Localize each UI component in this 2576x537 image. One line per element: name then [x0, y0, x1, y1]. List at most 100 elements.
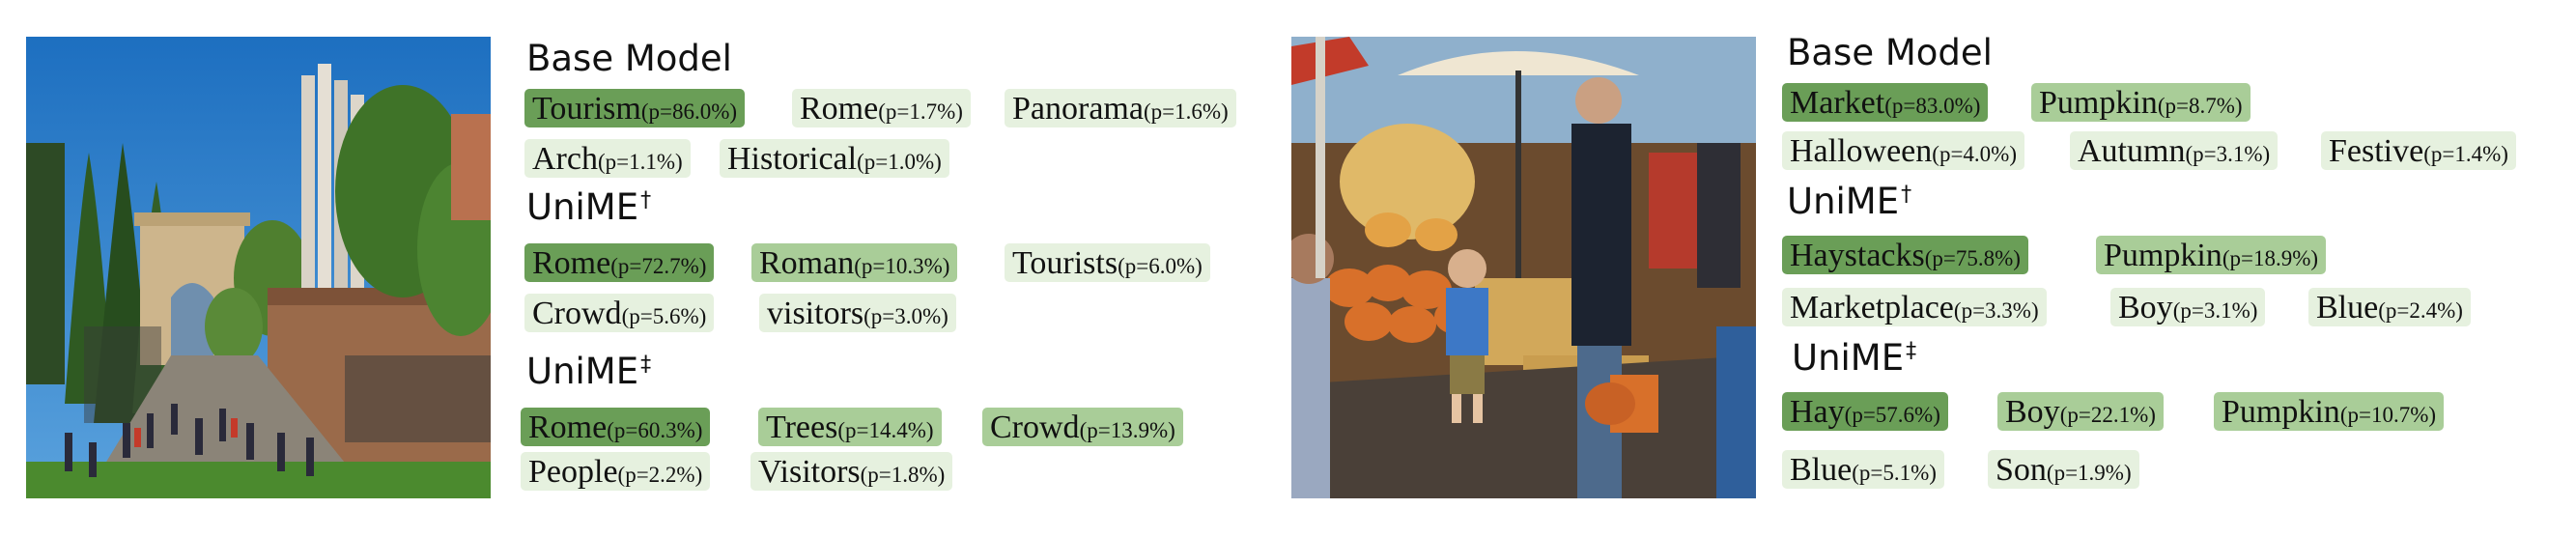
tag-chip: Boy(p=22.1%)	[1997, 392, 2164, 431]
tag-probability: (p=18.9%)	[2222, 246, 2319, 270]
tag-word: Son	[1996, 452, 2047, 488]
group-heading-unime-dagger: UniME†	[1787, 184, 1911, 219]
tag-chip: Rome(p=60.3%)	[521, 408, 711, 446]
tag-word: Panorama	[1012, 91, 1144, 127]
tag-word: visitors	[767, 296, 864, 331]
group-title: UniME	[526, 351, 639, 392]
tag-chip: Market(p=83.0%)	[1782, 83, 1989, 122]
group-heading-base-model: Base Model	[1787, 35, 1995, 71]
tag-word: Boy	[2118, 290, 2173, 325]
tag-chip: Marketplace(p=3.3%)	[1782, 288, 2047, 326]
tag-chip: Boy(p=3.1%)	[2110, 288, 2266, 326]
tag-probability: (p=10.3%)	[854, 254, 950, 278]
group-mark: †	[1901, 182, 1912, 207]
tag-probability: (p=1.8%)	[860, 463, 946, 487]
tag-word: Hay	[1790, 394, 1845, 430]
tag-probability: (p=86.0%)	[640, 99, 738, 124]
photo-market-illustration	[1291, 37, 1756, 498]
tag-probability: (p=1.7%)	[878, 99, 963, 124]
group-title: Base Model	[526, 38, 732, 79]
tag-chip: Tourists(p=6.0%)	[1005, 243, 1210, 282]
tag-word: Rome	[800, 91, 879, 127]
tag-word: Tourists	[1012, 245, 1118, 281]
tag-word: Pumpkin	[2104, 238, 2222, 273]
tag-word: Visitors	[758, 454, 861, 490]
tag-chip: Pumpkin(p=18.9%)	[2096, 236, 2327, 274]
tag-word: Pumpkin	[2039, 85, 2158, 121]
group-heading-base-model: Base Model	[526, 41, 734, 76]
tag-probability: (p=8.7%)	[2157, 94, 2243, 118]
tag-probability: (p=22.1%)	[2059, 403, 2156, 427]
group-heading-unime-dagger: UniME†	[526, 189, 651, 225]
tag-chip: Festive(p=1.4%)	[2321, 131, 2516, 170]
tag-word: Tourism	[532, 91, 641, 127]
tag-chip: Visitors(p=1.8%)	[750, 452, 953, 491]
tag-chip: Trees(p=14.4%)	[758, 408, 942, 446]
group-mark: ‡	[640, 352, 652, 377]
tag-chip: Historical(p=1.0%)	[720, 139, 949, 178]
tag-probability: (p=13.9%)	[1079, 418, 1175, 442]
tag-word: Autumn	[2078, 133, 2186, 169]
tag-probability: (p=83.0%)	[1884, 94, 1981, 118]
tag-chip: Crowd(p=13.9%)	[982, 408, 1183, 446]
tag-word: Marketplace	[1790, 290, 1954, 325]
tag-chip: visitors(p=3.0%)	[759, 294, 956, 332]
tag-chip: Panorama(p=1.6%)	[1005, 89, 1236, 127]
tag-probability: (p=6.0%)	[1118, 254, 1203, 278]
tag-probability: (p=72.7%)	[610, 254, 707, 278]
tag-probability: (p=5.6%)	[621, 304, 707, 328]
tag-probability: (p=4.0%)	[1932, 142, 2017, 166]
tag-word: Haystacks	[1790, 238, 1925, 273]
tag-chip: Tourism(p=86.0%)	[524, 89, 746, 127]
tag-chip: Son(p=1.9%)	[1988, 450, 2139, 489]
tag-probability: (p=3.3%)	[1953, 298, 2039, 323]
tag-probability: (p=1.4%)	[2423, 142, 2508, 166]
tag-probability: (p=10.7%)	[2339, 403, 2437, 427]
tag-word: Arch	[532, 141, 598, 177]
group-mark: ‡	[1906, 338, 1917, 363]
tag-probability: (p=1.1%)	[597, 150, 683, 174]
tag-word: Trees	[766, 410, 838, 445]
group-heading-unime-ddagger: UniME‡	[526, 353, 651, 389]
group-title: UniME	[1792, 337, 1905, 379]
tag-word: Rome	[528, 410, 608, 445]
tag-chip: Autumn(p=3.1%)	[2070, 131, 2279, 170]
tag-word: Festive	[2329, 133, 2424, 169]
tag-word: Pumpkin	[2222, 394, 2340, 430]
tag-chip: Roman(p=10.3%)	[751, 243, 958, 282]
photo-pumpkin-market	[1291, 37, 1756, 498]
tag-word: Blue	[1790, 452, 1853, 488]
tag-chip: Arch(p=1.1%)	[524, 139, 691, 178]
tag-probability: (p=3.0%)	[863, 304, 948, 328]
tag-probability: (p=57.6%)	[1844, 403, 1940, 427]
tag-probability: (p=75.8%)	[1924, 246, 2021, 270]
tag-chip: Halloween(p=4.0%)	[1782, 131, 2024, 170]
tag-chip: Hay(p=57.6%)	[1782, 392, 1948, 431]
tag-probability: (p=60.3%)	[607, 418, 703, 442]
tag-chip: Rome(p=1.7%)	[792, 89, 971, 127]
group-title: UniME	[1787, 181, 1900, 222]
group-heading-unime-ddagger: UniME‡	[1792, 340, 1916, 376]
tag-chip: Haystacks(p=75.8%)	[1782, 236, 2028, 274]
photo-rome-illustration	[26, 37, 491, 498]
tag-chip: Rome(p=72.7%)	[524, 243, 715, 282]
tag-chip: Pumpkin(p=8.7%)	[2031, 83, 2250, 122]
tag-word: Roman	[759, 245, 855, 281]
tag-probability: (p=1.6%)	[1143, 99, 1229, 124]
tag-probability: (p=3.1%)	[2172, 298, 2258, 323]
tag-word: People	[528, 454, 618, 490]
tag-probability: (p=3.1%)	[2185, 142, 2271, 166]
tag-chip: People(p=2.2%)	[521, 452, 711, 491]
tag-word: Historical	[727, 141, 858, 177]
photo-rome-arch	[26, 37, 491, 498]
tag-word: Rome	[532, 245, 611, 281]
tag-chip: Blue(p=2.4%)	[2308, 288, 2471, 326]
tag-probability: (p=1.9%)	[2046, 461, 2132, 485]
tag-word: Halloween	[1790, 133, 1933, 169]
tag-chip: Pumpkin(p=10.7%)	[2214, 392, 2445, 431]
tag-word: Market	[1790, 85, 1885, 121]
tag-word: Crowd	[532, 296, 622, 331]
tag-probability: (p=14.4%)	[837, 418, 934, 442]
tag-word: Boy	[2005, 394, 2060, 430]
tag-chip: Blue(p=5.1%)	[1782, 450, 1944, 489]
